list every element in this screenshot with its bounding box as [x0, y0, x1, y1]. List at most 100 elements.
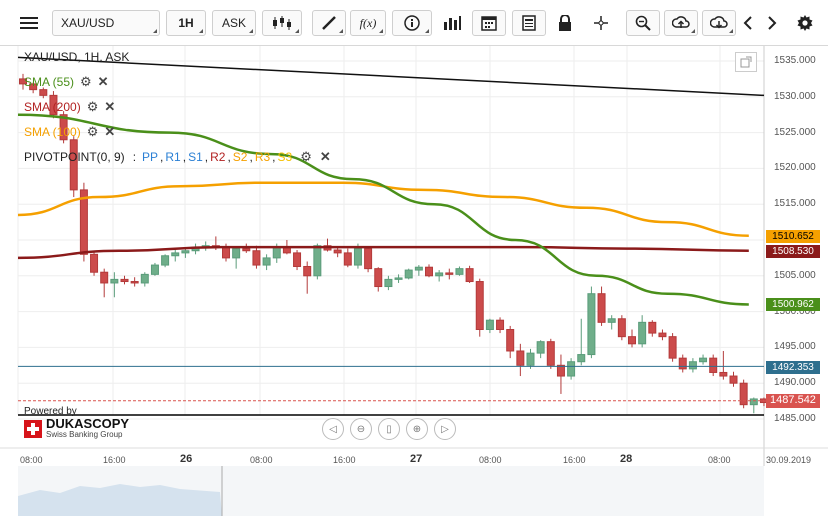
pivot-pp: PP	[142, 150, 159, 164]
candle-body	[414, 266, 423, 271]
upload-button[interactable]	[664, 10, 698, 36]
legend-sma100[interactable]: SMA (100) ⚙ ✕	[24, 124, 115, 140]
scroll-right-icon: ▷	[441, 423, 449, 435]
lock-button[interactable]	[552, 10, 578, 36]
timeframe-label: 1H	[178, 16, 194, 30]
download-button[interactable]	[702, 10, 736, 36]
price-tick-label: 1535.000	[774, 55, 816, 66]
candle-body	[516, 350, 525, 366]
candle-body	[465, 268, 474, 283]
price-side-label: ASK	[221, 16, 246, 30]
legend-sma200[interactable]: SMA (200) ⚙ ✕	[24, 99, 115, 115]
navigator-panel[interactable]	[18, 466, 764, 516]
pivot-sep: :	[132, 150, 137, 164]
close-icon[interactable]: ✕	[104, 99, 116, 114]
next-button[interactable]	[762, 10, 782, 36]
candle-body	[688, 361, 697, 370]
symbol-selector[interactable]: XAU/USD	[52, 10, 160, 36]
gear-icon[interactable]: ⚙	[300, 149, 312, 164]
candle-type-button[interactable]	[262, 10, 302, 36]
candle-body	[90, 253, 99, 273]
info-button[interactable]	[392, 10, 432, 36]
chart-grid	[17, 46, 764, 420]
candle-body	[79, 189, 88, 255]
candle-body	[100, 271, 109, 284]
symbol-label: XAU/USD	[61, 16, 115, 30]
candle-body	[232, 248, 241, 259]
fit-button[interactable]: ▯	[378, 418, 400, 440]
report-button[interactable]	[512, 10, 546, 36]
candle-body	[313, 245, 322, 277]
volume-button[interactable]	[438, 10, 466, 36]
zoom-out-icon: ⊖	[356, 423, 366, 435]
candle-body	[374, 268, 383, 288]
expand-chart-button[interactable]	[735, 52, 757, 72]
candle-body	[658, 332, 667, 338]
price-tick-label: 1520.000	[774, 162, 816, 174]
gear-icon[interactable]: ⚙	[86, 124, 99, 139]
gear-icon[interactable]: ⚙	[86, 99, 99, 114]
info-icon	[404, 15, 420, 31]
time-tick-label: 16:00	[563, 455, 586, 465]
indicators-button[interactable]: f(x)	[350, 10, 386, 36]
zoom-button[interactable]	[626, 10, 660, 36]
price-side-selector[interactable]: ASK	[212, 10, 256, 36]
scroll-left-button[interactable]: ◁	[322, 418, 344, 440]
candle-body	[709, 357, 718, 373]
candle-body	[29, 83, 38, 91]
zoom-in-button[interactable]: ⊕	[406, 418, 428, 440]
candle-body	[222, 246, 230, 259]
candle-body	[577, 354, 586, 363]
scroll-right-button[interactable]: ▷	[434, 418, 456, 440]
logo-subtitle: Swiss Banking Group	[46, 430, 123, 439]
price-tick-label: 1495.000	[774, 341, 816, 353]
pivot-r1: R1	[165, 150, 181, 164]
timeframe-selector[interactable]: 1H	[166, 10, 206, 36]
next-arrow-icon	[768, 16, 777, 30]
calendar-button[interactable]	[472, 10, 506, 36]
swiss-cross-icon	[24, 420, 42, 438]
candle-body	[729, 375, 738, 384]
gear-icon[interactable]: ⚙	[80, 74, 92, 89]
time-tick-label: 08:00	[20, 455, 43, 465]
close-icon[interactable]: ✕	[319, 149, 331, 164]
prev-button[interactable]	[738, 10, 758, 36]
close-icon[interactable]: ✕	[97, 74, 109, 89]
price-chart[interactable]	[0, 46, 828, 516]
dropdown-corner-icon	[425, 29, 429, 33]
pivot-s1: S1	[188, 150, 203, 164]
zoom-out-button[interactable]: ⊖	[350, 418, 372, 440]
logo-name: DUKASCOPY	[46, 416, 130, 431]
dropdown-corner-icon	[379, 29, 383, 33]
trend-line	[17, 56, 765, 97]
chart-title: XAU/USD, 1H, ASK	[24, 50, 130, 64]
candle-body	[587, 293, 596, 356]
candle-body	[404, 269, 413, 279]
legend-pivot[interactable]: PIVOTPOINT(0, 9) : PP, R1, S1, R2, S2, R…	[24, 149, 331, 164]
candle-body	[546, 341, 555, 366]
legend-sma55[interactable]: SMA (55) ⚙ ✕	[24, 74, 109, 90]
candle-body	[262, 257, 271, 266]
close-icon[interactable]: ✕	[104, 124, 116, 139]
pivot-label: PIVOTPOINT(0, 9)	[24, 150, 125, 164]
settings-icon	[797, 15, 813, 31]
candle-body	[394, 277, 403, 280]
candle-body	[668, 336, 677, 359]
crosshair-button[interactable]	[588, 10, 614, 36]
candle-body	[59, 114, 68, 141]
time-tick-label: 16:00	[333, 455, 356, 465]
sma100-line	[17, 181, 749, 237]
fit-icon: ▯	[386, 423, 392, 435]
menu-button[interactable]	[16, 10, 42, 36]
draw-button[interactable]	[312, 10, 346, 36]
pivot-r2: R2	[210, 150, 226, 164]
candles-layer	[19, 73, 768, 414]
candle-body	[242, 248, 251, 252]
candle-body	[110, 278, 119, 284]
dukascopy-logo[interactable]: DUKASCOPY Swiss Banking Group	[24, 416, 130, 440]
sma100-price-tag: 1510.652	[766, 230, 820, 243]
upload-icon	[672, 16, 690, 28]
candle-body	[749, 398, 758, 406]
settings-button[interactable]	[794, 10, 816, 36]
time-tick-label: 08:00	[250, 455, 273, 465]
